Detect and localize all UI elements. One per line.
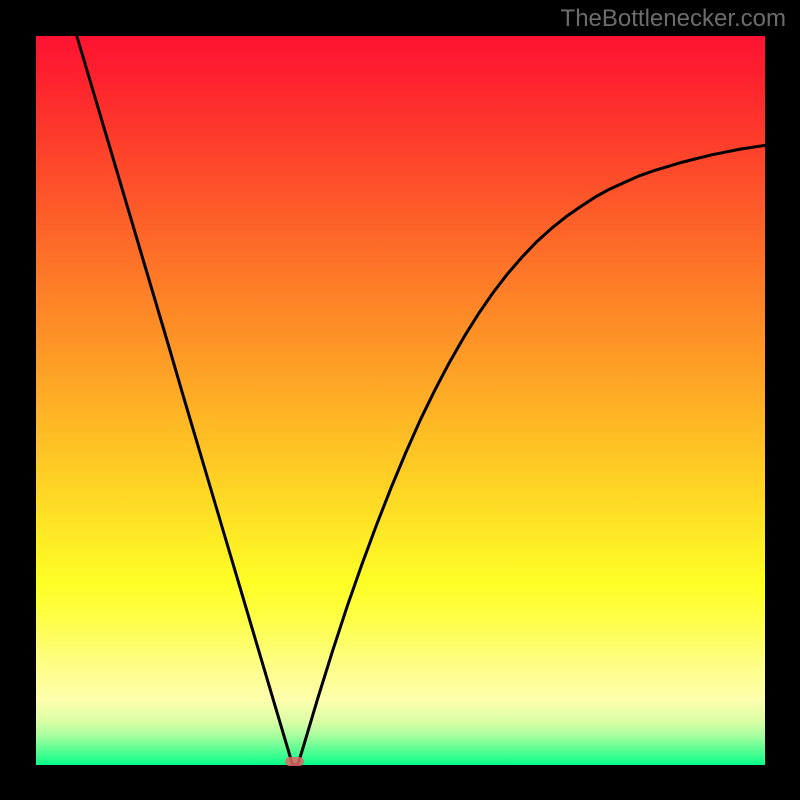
plot-area [36, 36, 765, 765]
optimum-marker [285, 757, 304, 766]
chart-container: TheBottlenecker.com [0, 0, 800, 800]
watermark-text: TheBottlenecker.com [561, 5, 786, 33]
